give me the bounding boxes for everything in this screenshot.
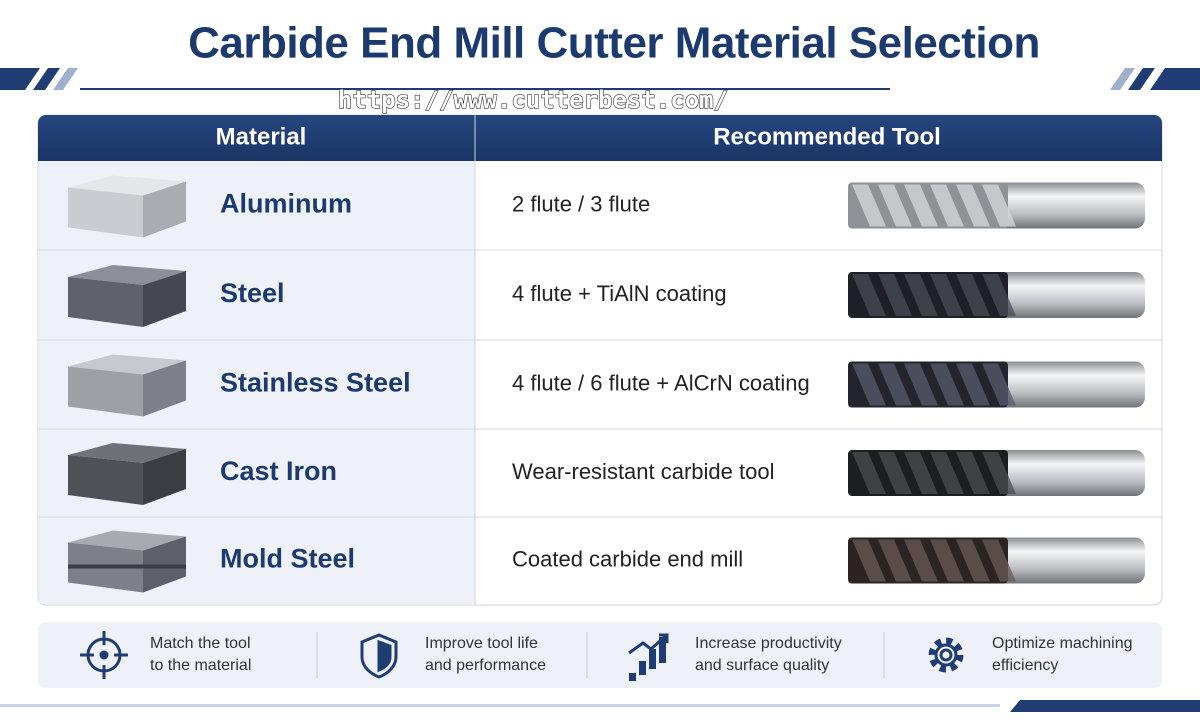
icon-part xyxy=(99,650,109,660)
decor-stripes xyxy=(0,68,1200,712)
tool-flute xyxy=(878,184,912,227)
tool-flute xyxy=(956,184,990,227)
footer-text: and performance xyxy=(425,657,546,674)
material-groove xyxy=(68,564,186,569)
tool-flute xyxy=(904,452,938,494)
icon-part xyxy=(934,643,958,667)
icon-part xyxy=(360,633,398,679)
tool-flute xyxy=(852,274,886,316)
url: https://www.cutterbest.com/ xyxy=(338,86,728,114)
icon-part xyxy=(629,673,636,681)
material-icon xyxy=(143,360,186,417)
tool-flute xyxy=(956,452,990,494)
material-icon xyxy=(68,443,186,463)
tool-shank xyxy=(980,361,1145,408)
tool-name: Wear-resistant carbide tool xyxy=(512,459,775,484)
tool-name: 4 flute / 6 flute + AlCrN coating xyxy=(512,370,810,395)
footer-icon xyxy=(80,631,128,679)
tool-flute xyxy=(956,274,990,316)
tool-shank xyxy=(980,537,1145,584)
material-icon xyxy=(68,366,143,417)
tool-flute xyxy=(930,452,964,494)
tool-flute xyxy=(930,184,964,227)
tool-flute xyxy=(852,184,886,227)
tool-flute xyxy=(982,539,1016,582)
tool-flute xyxy=(930,363,964,406)
footer-text: efficiency xyxy=(992,657,1058,674)
footer-icon xyxy=(360,633,398,679)
material-icon xyxy=(68,455,143,505)
material-icon xyxy=(143,449,186,505)
footer-text: to the material xyxy=(150,657,251,674)
tool-flute xyxy=(904,539,938,582)
tool-flute xyxy=(956,539,990,582)
icon-part xyxy=(377,639,392,673)
footer-text: Optimize machining xyxy=(992,635,1133,652)
tool-flute xyxy=(852,539,886,582)
tool-name: 2 flute / 3 flute xyxy=(512,191,650,216)
tool-flute xyxy=(982,363,1016,406)
footer-text: Increase productivity xyxy=(695,635,842,652)
icon-part xyxy=(659,637,666,663)
tool-shank xyxy=(980,182,1145,229)
tool-flute xyxy=(930,274,964,316)
tool-flute xyxy=(878,539,912,582)
material-icon xyxy=(68,354,186,375)
icon-part xyxy=(639,661,646,675)
material-name: Cast Iron xyxy=(220,456,337,486)
tool-flute xyxy=(878,274,912,316)
footer-text: and surface quality xyxy=(695,657,829,674)
column-header: Material xyxy=(216,123,307,150)
footer-text: Match the tool xyxy=(150,635,251,652)
material-icon xyxy=(68,175,186,196)
material-name: Steel xyxy=(220,278,285,308)
material-name: Stainless Steel xyxy=(220,368,411,398)
footer-text: Improve tool life xyxy=(425,635,538,652)
icon-part xyxy=(939,648,953,662)
tool-flute xyxy=(904,184,938,227)
footer-icon xyxy=(628,633,669,681)
material-icon xyxy=(68,530,186,551)
tool-flute xyxy=(904,363,938,406)
title: Carbide End Mill Cutter Material Selecti… xyxy=(188,19,1040,68)
column-header: Recommended Tool xyxy=(713,123,941,150)
tool-flute xyxy=(930,539,964,582)
material-icon xyxy=(143,271,186,327)
footer-icon xyxy=(928,637,964,673)
tool-flute xyxy=(982,184,1016,227)
tool-flute xyxy=(982,452,1016,494)
tool-flute xyxy=(852,363,886,406)
tool-flute xyxy=(878,452,912,494)
tool-shank xyxy=(980,272,1145,318)
icon-part xyxy=(80,631,128,679)
material-name: Aluminum xyxy=(220,189,352,219)
tool-name: Coated carbide end mill xyxy=(512,546,743,571)
material-icon xyxy=(68,265,186,285)
tool-flute xyxy=(956,363,990,406)
tool-name: 4 flute + TiAlN coating xyxy=(512,281,727,306)
material-icon xyxy=(143,181,186,238)
footer-bar xyxy=(38,622,1162,688)
icon-part xyxy=(928,637,964,673)
icon-part xyxy=(649,649,656,669)
material-name: Mold Steel xyxy=(220,544,355,574)
tool-flute xyxy=(852,452,886,494)
material-icon xyxy=(68,277,143,327)
table-header xyxy=(38,115,1162,161)
tool-flute xyxy=(878,363,912,406)
icon-part xyxy=(628,633,669,655)
tool-shank xyxy=(980,450,1145,496)
tool-flute xyxy=(904,274,938,316)
tool-flute xyxy=(982,274,1016,316)
material-icon xyxy=(68,187,143,238)
